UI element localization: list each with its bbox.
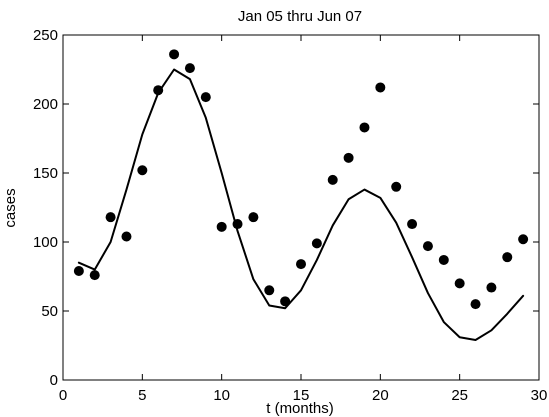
data-point-28 — [518, 234, 529, 245]
data-point-24 — [454, 278, 465, 289]
data-point-20 — [391, 181, 402, 192]
data-point-17 — [343, 152, 354, 163]
data-point-8 — [200, 92, 211, 103]
data-point-6 — [169, 49, 180, 60]
y-tick-label-4: 200 — [33, 96, 58, 113]
x-axis-label: t (months) — [266, 400, 334, 417]
x-tick-label-5: 25 — [451, 387, 468, 404]
y-tick-label-1: 50 — [41, 303, 58, 320]
x-tick-label-6: 30 — [531, 387, 548, 404]
data-point-0 — [73, 265, 84, 276]
data-point-11 — [248, 212, 259, 223]
data-point-13 — [280, 296, 291, 307]
data-point-26 — [486, 282, 497, 293]
chart-title: Jan 05 thru Jun 07 — [238, 8, 362, 25]
y-tick-label-0: 0 — [50, 372, 58, 389]
y-axis-label: cases — [2, 188, 19, 227]
y-tick-label-3: 150 — [33, 165, 58, 182]
model-line — [77, 68, 525, 341]
data-point-21 — [407, 219, 418, 230]
y-tick-label-2: 100 — [33, 234, 58, 251]
data-point-4 — [137, 165, 148, 176]
x-tick-label-4: 20 — [372, 387, 389, 404]
axis-tick-labels: 0 5 10 15 20 25 30 0 50 100 150 200 250 — [33, 27, 547, 404]
data-point-15 — [311, 238, 322, 249]
x-tick-label-2: 10 — [213, 387, 230, 404]
data-point-14 — [296, 259, 306, 270]
data-point-18 — [359, 122, 370, 133]
data-point-5 — [153, 85, 164, 96]
observed-points — [73, 49, 529, 310]
x-tick-label-1: 5 — [138, 387, 146, 404]
data-point-1 — [89, 270, 100, 281]
data-point-2 — [105, 212, 116, 223]
data-point-22 — [422, 241, 433, 252]
x-tick-label-3: 15 — [293, 387, 310, 404]
axis-ticks — [62, 34, 540, 381]
data-point-12 — [264, 285, 275, 296]
data-point-19 — [375, 82, 386, 93]
data-point-10 — [232, 219, 243, 230]
data-point-23 — [438, 254, 449, 265]
plot-frame — [62, 34, 540, 381]
data-point-27 — [502, 252, 513, 263]
data-point-3 — [121, 231, 132, 242]
data-point-9 — [216, 221, 227, 232]
data-point-7 — [184, 63, 195, 74]
data-point-25 — [470, 299, 481, 310]
data-point-16 — [327, 174, 338, 185]
x-tick-label-0: 0 — [59, 387, 67, 404]
y-tick-label-5: 250 — [33, 27, 58, 44]
